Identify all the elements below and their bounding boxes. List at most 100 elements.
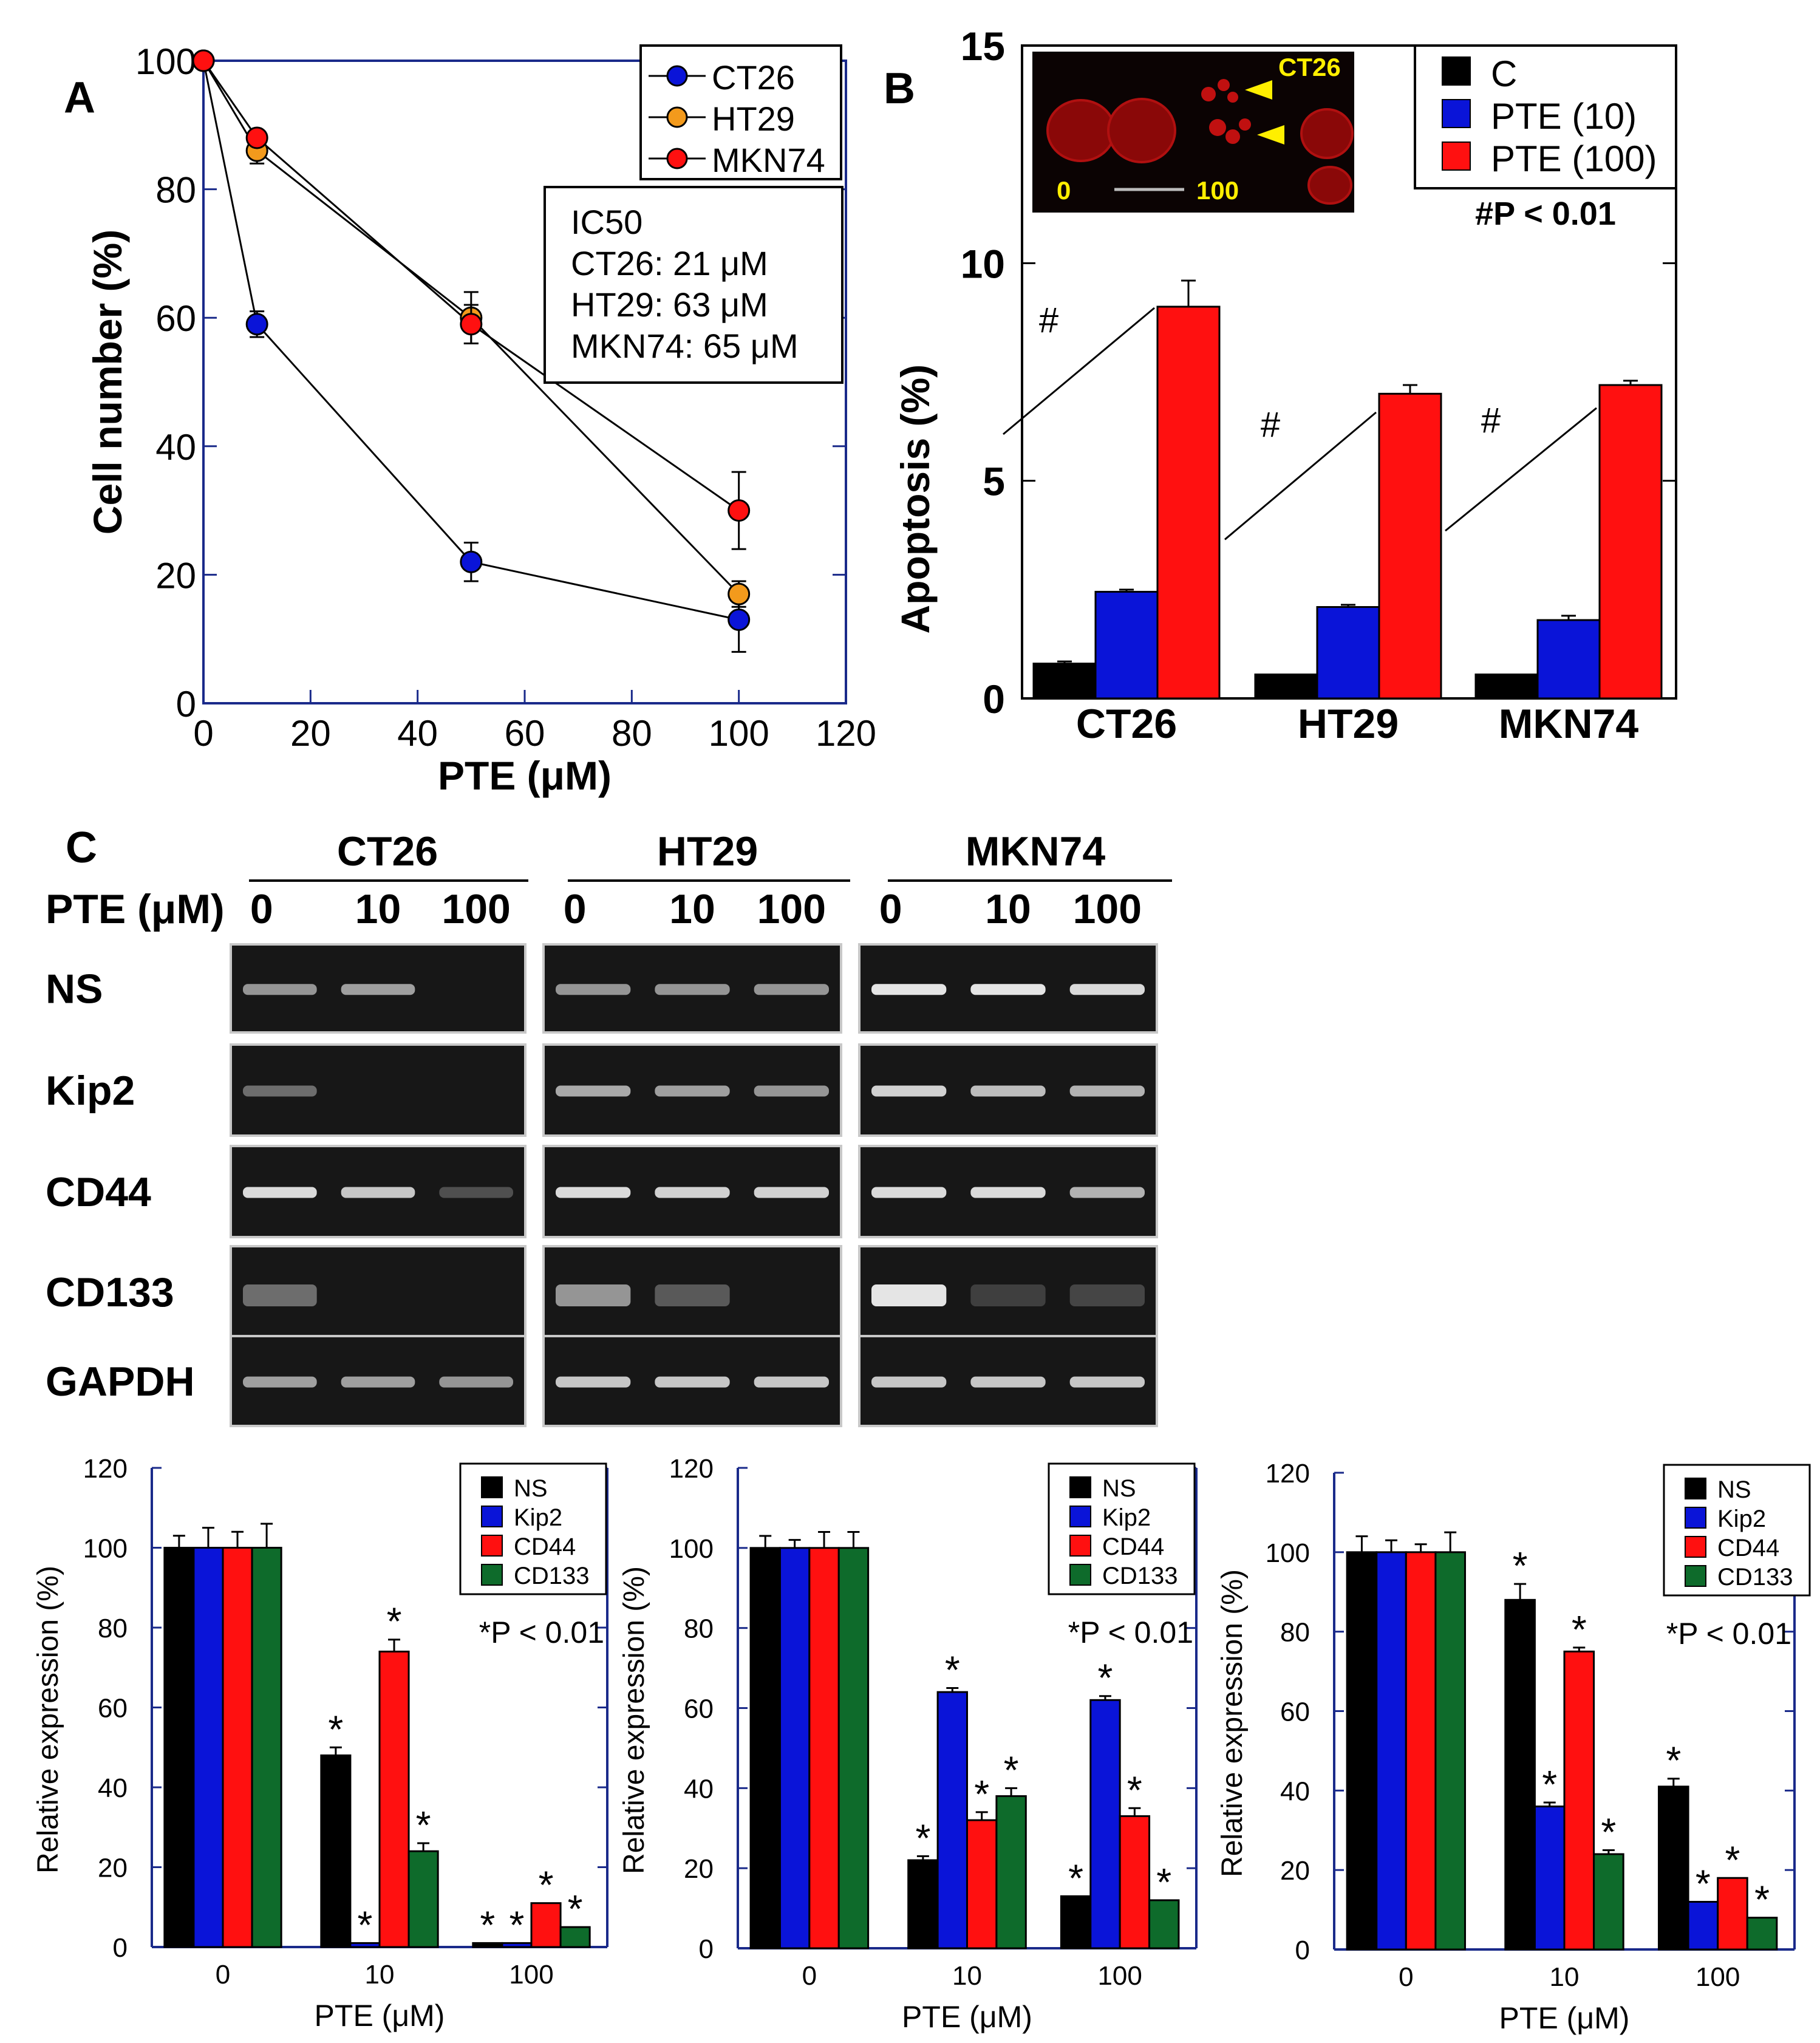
y-tick-label: 0 (176, 684, 196, 725)
legend-label: PTE (100) (1491, 138, 1657, 179)
x-tick-label: 0 (193, 713, 213, 754)
bar-c (1254, 674, 1318, 700)
gel-band (1069, 1085, 1145, 1097)
apoptotic-body (1209, 119, 1226, 136)
y-tick-label: 100 (1266, 1538, 1310, 1568)
gel-band (1069, 1284, 1145, 1306)
x-tick-label: 0 (1399, 1962, 1413, 1992)
x-tick-label: 60 (505, 713, 545, 754)
x-axis-title: PTE (μM) (315, 1999, 445, 2033)
significance-star: * (1696, 1862, 1711, 1906)
significance-star: * (1601, 1810, 1616, 1854)
gel-band (1069, 1187, 1145, 1198)
significance-mark: # (1261, 405, 1280, 445)
significance-line (1003, 307, 1155, 435)
legend-swatch (481, 1476, 503, 1498)
gel-band (970, 1085, 1046, 1097)
bar-pte-10- (1536, 619, 1601, 700)
x-tick-label: 40 (397, 713, 438, 754)
series-line-mkn74 (202, 60, 740, 511)
legend-swatch (1685, 1536, 1706, 1558)
gel-band (243, 1284, 317, 1306)
gel-band (871, 1085, 947, 1097)
significance-star: * (358, 1903, 373, 1946)
series-line-ht29 (202, 60, 740, 595)
y-tick-label: 60 (684, 1694, 714, 1724)
gel-gene-label: CD44 (46, 1169, 151, 1215)
legend-label: HT29 (712, 100, 795, 138)
bar-cd133 (995, 1795, 1027, 1949)
cell-nucleus (1046, 99, 1116, 162)
ic50-line: HT29: 63 μM (571, 285, 768, 324)
bar-pte-100- (1378, 392, 1442, 700)
x-tick-label: 10 (1550, 1962, 1580, 1992)
x-category-label: MKN74 (1499, 701, 1639, 747)
gel-band (439, 1187, 513, 1198)
x-tick-label: 20 (290, 713, 331, 754)
bar-pte-10- (1094, 590, 1159, 700)
legend-label: CD133 (1102, 1563, 1178, 1589)
legend-label: NS (1102, 1475, 1136, 1502)
gel-band (655, 1376, 730, 1388)
data-point-ct26 (245, 313, 268, 336)
gel-band (871, 1187, 947, 1198)
x-tick-label: 120 (816, 713, 876, 754)
pvalue-note: #P < 0.01 (1475, 196, 1616, 232)
bar-kip2 (1687, 1901, 1719, 1951)
legend-swatch (1069, 1476, 1091, 1498)
panel-c-gel-image: CT26 0 10 100 HT29 0 10 100 MKN74 0 10 100 PTE (μM) N… (46, 828, 1172, 1427)
gel-band (970, 1284, 1046, 1306)
panel-label-c: C (66, 824, 97, 872)
gel-dose-label: 0 (564, 886, 587, 932)
apoptotic-body (1239, 118, 1251, 131)
y-tick-label: 80 (155, 170, 196, 211)
x-tick-label: 100 (1097, 1961, 1142, 1991)
gel-band (243, 1085, 317, 1097)
ic50-box (544, 186, 844, 384)
legend-swatch (481, 1564, 503, 1586)
y-tick-label: 120 (83, 1454, 128, 1484)
bar-cd44 (530, 1902, 562, 1948)
significance-star: * (1004, 1748, 1019, 1792)
y-tick-label: 0 (1295, 1936, 1310, 1965)
gel-band (754, 1376, 829, 1388)
significance-star: * (1068, 1856, 1083, 1900)
significance-star: * (480, 1903, 495, 1946)
bar-cd133 (837, 1547, 870, 1949)
y-tick-label: 100 (669, 1534, 714, 1564)
bar-kip2 (193, 1547, 224, 1948)
gel-group-label: MKN74 (966, 828, 1106, 875)
significance-mark: # (1481, 401, 1501, 440)
gel-band (439, 1376, 513, 1388)
y-tick-label: 100 (83, 1534, 128, 1564)
gel-dose-label: 0 (879, 886, 902, 932)
legend-swatch (1685, 1478, 1706, 1499)
panel-label-a: A (64, 73, 95, 122)
y-tick-label: 60 (98, 1694, 128, 1724)
y-tick-label: 5 (983, 459, 1005, 504)
panel-c3-bar-chart: 0 20 40 60 80 100 120 Relative expression (%) 0 1… (1216, 1459, 1811, 2035)
bar-cd133 (251, 1547, 282, 1948)
x-tick-label: 100 (709, 713, 769, 754)
apoptotic-body (1201, 87, 1216, 101)
significance-star: * (915, 1816, 930, 1860)
ic50-line: MKN74: 65 μM (571, 327, 799, 365)
data-point-ht29 (728, 582, 751, 605)
gel-band (341, 1187, 415, 1198)
legend-swatch (481, 1506, 503, 1527)
significance-star: * (1156, 1860, 1171, 1904)
gel-group-label: HT29 (657, 828, 758, 875)
bar-ns (1346, 1551, 1378, 1951)
significance-star: * (1513, 1544, 1528, 1588)
gel-dose-label: 100 (757, 886, 826, 932)
y-tick-label: 40 (155, 427, 196, 468)
bar-kip2 (1375, 1551, 1407, 1951)
y-axis-title: Relative expression (%) (618, 1566, 650, 1874)
legend-label: CD44 (1102, 1533, 1164, 1560)
gel-gene-label: Kip2 (46, 1068, 135, 1114)
gel-band (243, 1376, 317, 1388)
bar-ns (1657, 1785, 1689, 1951)
bar-cd133 (407, 1850, 439, 1948)
legend-swatch (1442, 99, 1471, 128)
